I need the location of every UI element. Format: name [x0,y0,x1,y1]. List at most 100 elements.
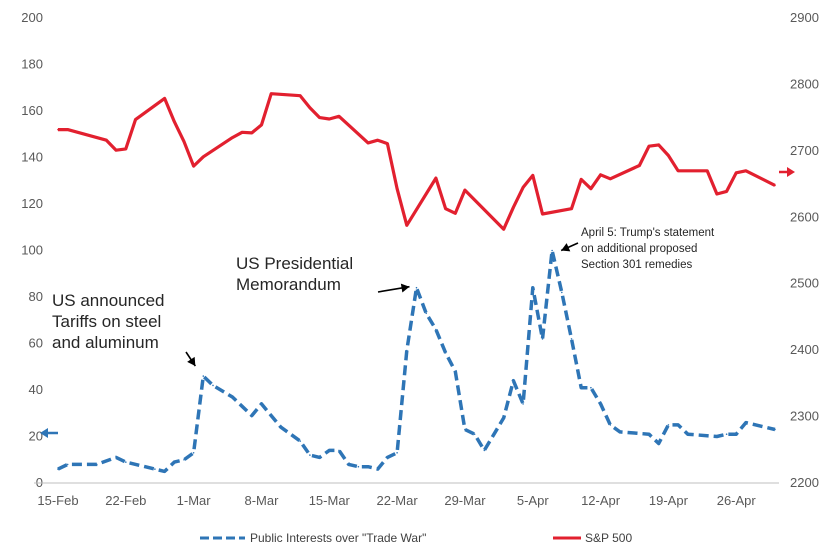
public-interest-point [590,386,592,389]
sp500-point [735,172,737,174]
sp500-point [774,184,776,187]
public-interest-point [183,459,185,461]
left-axis-tick-label: 80 [29,289,43,304]
x-axis-tick-label: 22-Feb [105,493,146,508]
public-interest-point [309,454,311,456]
sp500-point [192,165,195,167]
sp500-point [309,106,311,109]
sp500-point [648,145,650,147]
public-interest-point [425,312,428,315]
right-axis-tick-label: 2900 [790,10,819,25]
x-axis-tick-label: 19-Apr [649,493,689,508]
left-axis-tick-label: 40 [29,382,43,397]
left-axis-tick-label: 180 [21,57,43,72]
public-interest-point [96,463,98,466]
public-interest-point [163,470,166,473]
public-interest-point [454,370,457,373]
public-interest-point [328,449,331,452]
sp500-point [502,228,505,230]
legend-label-public-interest: Public Interests over "Trade War" [250,531,426,545]
left-axis-tick-label: 200 [21,10,43,25]
sp500-point [464,189,466,191]
x-axis-tick-label: 8-Mar [244,493,279,508]
public-interest-point [493,433,495,436]
sp500-point [522,186,524,189]
sp500-point [512,206,515,209]
sp500-point [406,224,408,227]
sp500-point [590,187,592,190]
public-interest-point [212,384,214,387]
public-interest-point [745,421,747,424]
x-axis-tick-label: 15-Mar [309,493,351,508]
left-axis-arrowhead-icon [40,428,48,438]
x-axis-tick-label: 1-Mar [177,493,212,508]
sp500-point [435,177,437,179]
sp500-point [638,164,641,167]
public-interest-point [280,426,282,429]
sp500-point [532,174,534,177]
public-interest-point [396,452,398,454]
right-axis-tick-label: 2800 [790,76,819,91]
public-interest-point [444,352,447,354]
public-interest-point [473,433,476,436]
public-interest-point [415,286,418,289]
public-interest-point [318,456,321,459]
public-interest-point [561,291,563,294]
sp500-point [367,142,369,144]
sp500-point [57,128,59,131]
public-interest-point [231,396,234,398]
public-interest-point [357,465,360,468]
sp500-point [163,97,166,100]
sp500-point [183,140,185,143]
public-interest-point [144,465,146,468]
sp500-point [134,118,137,121]
public-interest-point [483,449,486,452]
public-interest-point [580,386,582,389]
public-interest-point [599,403,602,405]
public-interest-point [202,375,205,377]
public-interest-point [173,461,176,463]
sp500-point [66,128,69,131]
public-interest-point [657,442,660,445]
annotation-text: US announced Tariffs on steel and aluminum [52,291,164,352]
left-axis-tick-label: 60 [29,336,43,351]
public-interest-point [338,449,340,452]
public-interest-point [551,249,553,252]
x-axis-tick-label: 12-Apr [581,493,621,508]
x-axis-tick-label: 5-Apr [517,493,549,508]
annotation-arrowhead-icon [561,243,571,252]
sp500-point [444,207,447,210]
sp500-point [386,142,389,145]
left-axis-tick-label: 120 [21,196,43,211]
public-interest-point [667,424,670,426]
sp500-point [725,190,728,193]
sp500-point [202,156,205,158]
public-interest-point [677,424,679,426]
sp500-point [105,139,108,141]
sp500-point [706,170,708,172]
sp500-point [376,139,379,141]
right-axis-tick-label: 2200 [790,475,819,490]
sp500-point [745,170,747,172]
public-interest-point [687,433,689,436]
annotation-text: US Presidential Memorandum [236,254,353,294]
sp500-point [231,136,234,139]
public-interest-point [532,286,534,289]
public-interest-point [299,440,302,442]
x-axis-tick-label: 26-Apr [717,493,757,508]
annotation-text: April 5: Trump's statement on additional … [581,227,715,271]
sp500-point [677,170,679,172]
public-interest-point [154,468,156,470]
x-axis-tick-label: 29-Mar [444,493,486,508]
public-interest-point [435,328,437,331]
public-interest-point [512,379,515,382]
public-interest-point [125,461,127,463]
sp500-point [270,92,273,95]
sp500-point [318,116,321,119]
right-axis-arrowhead-icon [787,167,795,177]
sp500-point [260,124,263,126]
public-interest-point [241,405,243,408]
public-interest-point [522,403,524,405]
x-axis-tick-label: 15-Feb [37,493,78,508]
